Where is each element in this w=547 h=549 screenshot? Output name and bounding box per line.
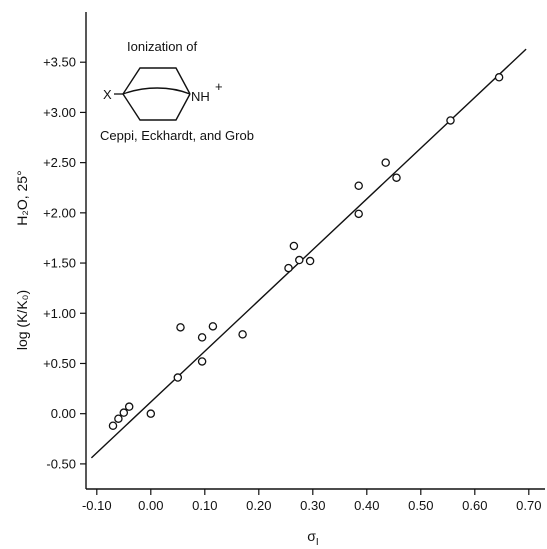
quinuclidine-structure xyxy=(122,67,191,121)
annotation-substituent: X xyxy=(103,87,112,102)
x-tick-label: 0.30 xyxy=(300,498,325,513)
data-point xyxy=(305,256,315,266)
x-axis-title: σI xyxy=(307,528,318,548)
x-tick-label: 0.10 xyxy=(192,498,217,513)
y-tick-label: +2.00 xyxy=(43,205,76,220)
y-axis-title: log (K/K₀) xyxy=(14,290,30,350)
data-point xyxy=(197,333,207,342)
y-tick-label: 0.00 xyxy=(51,406,76,421)
annotation-line1: Ionization of xyxy=(127,39,197,54)
x-tick-label: 0.50 xyxy=(408,498,433,513)
y-tick-label: +1.50 xyxy=(43,256,76,271)
y-tick-label: +0.50 xyxy=(43,356,76,371)
x-tick-label: -0.10 xyxy=(82,498,112,513)
axes xyxy=(85,12,545,490)
data-point xyxy=(173,373,183,382)
data-point xyxy=(392,173,401,182)
data-point xyxy=(284,263,293,273)
data-point xyxy=(494,73,504,82)
data-point xyxy=(289,241,299,251)
data-point xyxy=(381,158,390,167)
annotation-charge: + xyxy=(215,79,223,94)
y-tick-label: -0.50 xyxy=(46,456,76,471)
x-ticks: -0.10 0.00 0.10 0.20 0.30 0.40 0.50 0.60 0.70 xyxy=(82,489,541,513)
data-point xyxy=(208,322,218,331)
data-point xyxy=(295,255,304,265)
annotation: Ionization of X NH + Ceppi, Eckhardt, an… xyxy=(100,39,254,143)
annotation-line3: Ceppi, Eckhardt, and Grob xyxy=(100,128,254,143)
y-tick-label: +3.00 xyxy=(43,105,76,120)
data-point xyxy=(146,409,156,418)
fit-line xyxy=(90,48,527,459)
data-point xyxy=(354,181,363,190)
data-point xyxy=(197,357,207,366)
data-point xyxy=(108,421,118,430)
x-tick-label: 0.70 xyxy=(516,498,541,513)
data-point xyxy=(446,116,455,125)
y-ticks: -0.50 0.00 +0.50 +1.00 +1.50 +2.00 +2.50 +3.00 +… xyxy=(43,55,86,471)
x-tick-label: 0.00 xyxy=(138,498,163,513)
x-tick-label: 0.40 xyxy=(354,498,379,513)
fit-line-group xyxy=(90,48,527,459)
y-axis-condition: H₂O, 25° xyxy=(14,170,30,225)
y-tick-label: +1.00 xyxy=(43,306,76,321)
data-points xyxy=(108,73,504,430)
data-point xyxy=(238,330,247,339)
data-point xyxy=(119,408,129,417)
y-tick-label: +3.50 xyxy=(43,55,76,70)
x-tick-label: 0.20 xyxy=(246,498,271,513)
data-point xyxy=(176,323,185,332)
x-axis-title-subscript: I xyxy=(316,537,319,548)
y-tick-label: +2.50 xyxy=(43,155,76,170)
data-point xyxy=(354,209,363,219)
annotation-cation-label: NH xyxy=(191,89,210,104)
x-tick-label: 0.60 xyxy=(462,498,487,513)
data-point xyxy=(124,402,134,411)
data-point xyxy=(114,414,123,423)
